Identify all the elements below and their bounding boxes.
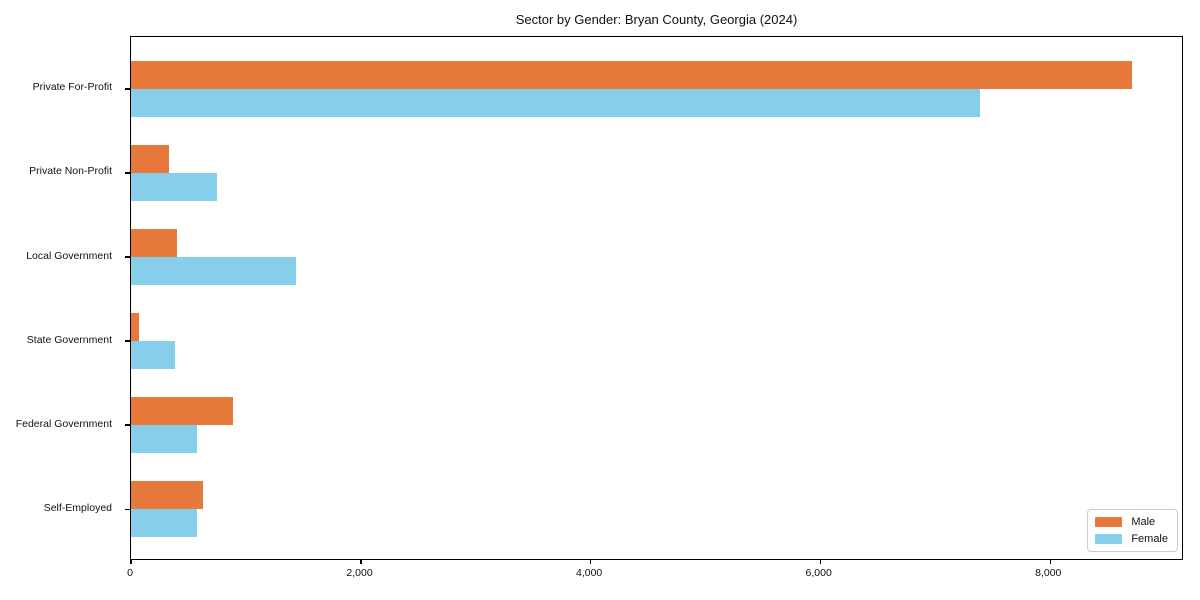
y-tick-mark <box>125 172 130 174</box>
bar-female-4 <box>131 341 175 370</box>
y-tick-mark <box>125 256 130 258</box>
legend-swatch-male <box>1095 517 1123 527</box>
x-tick-mark <box>589 559 592 564</box>
legend-swatch-female <box>1095 534 1123 544</box>
bar-female-1 <box>131 88 981 117</box>
y-tick-label: State Government <box>26 333 112 346</box>
y-tick-mark <box>125 424 130 426</box>
legend: Male Female <box>1087 509 1178 552</box>
bar-female-5 <box>131 425 197 454</box>
y-tick-label: Federal Government <box>15 417 112 430</box>
plot-area: Male Female <box>125 36 1183 564</box>
bar-female-6 <box>131 509 197 538</box>
bar-male-1 <box>131 60 1132 89</box>
bar-female-3 <box>131 257 297 285</box>
y-tick-label: Self-Employed <box>43 501 112 514</box>
y-tick-mark <box>125 88 130 90</box>
y-tick-label: Private Non-Profit <box>29 165 112 178</box>
bar-male-3 <box>131 229 177 257</box>
x-tick-mark <box>1049 559 1052 564</box>
bar-male-4 <box>131 313 140 342</box>
y-tick-label: Private For-Profit <box>32 81 112 94</box>
x-tick-mark <box>819 559 822 564</box>
legend-entry-male: Male <box>1095 516 1168 528</box>
legend-label-female: Female <box>1131 533 1168 545</box>
y-tick-mark <box>125 340 130 342</box>
bar-male-5 <box>131 397 234 426</box>
bar-male-2 <box>131 144 169 173</box>
bar-male-6 <box>131 481 204 510</box>
x-tick-mark <box>360 559 362 564</box>
x-tick-label: 4,000 <box>575 567 603 579</box>
x-tick-label: 8,000 <box>1035 567 1062 579</box>
legend-label-male: Male <box>1131 516 1156 528</box>
x-tick-label: 2,000 <box>346 567 373 579</box>
y-tick-mark <box>125 508 130 511</box>
x-tick-mark <box>130 559 132 564</box>
legend-entry-female: Female <box>1095 533 1168 545</box>
x-tick-label: 0 <box>127 567 133 579</box>
y-tick-label: Local Government <box>26 249 112 262</box>
x-tick-label: 6,000 <box>805 567 832 579</box>
chart-title: Sector by Gender: Bryan County, Georgia … <box>515 12 798 27</box>
bar-female-2 <box>131 172 217 201</box>
